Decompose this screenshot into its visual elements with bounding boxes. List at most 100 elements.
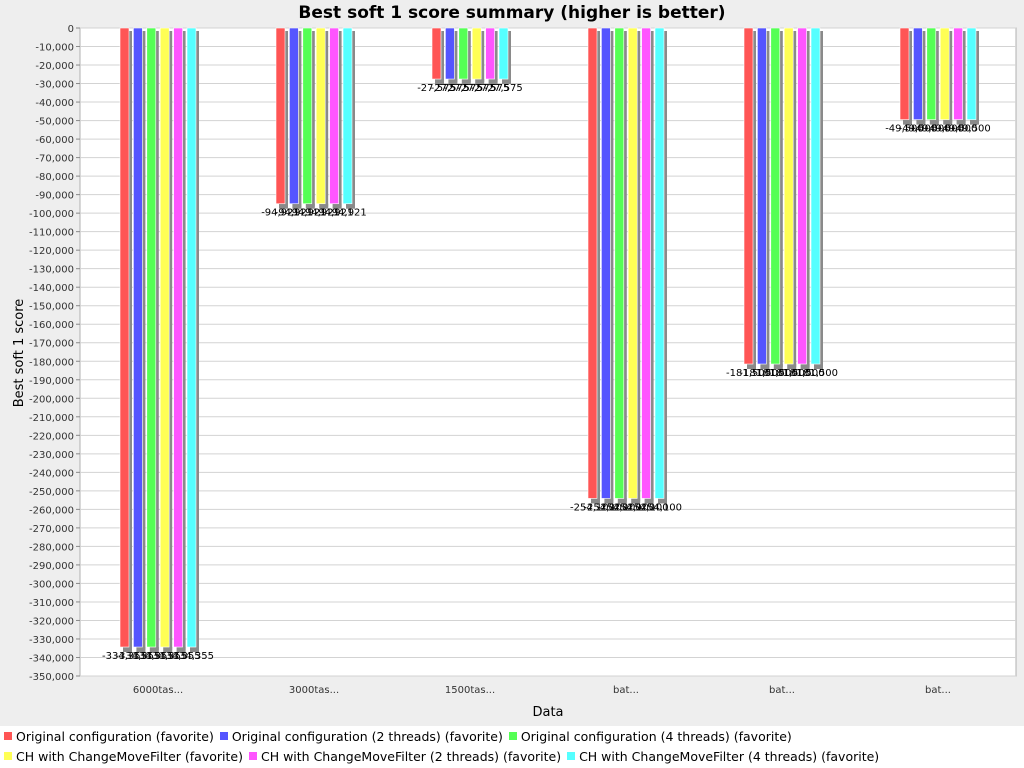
bar-shadow [435,79,444,85]
data-label: -254,100 [637,502,682,513]
y-tick-label: -240,000 [29,468,74,479]
bar-shadow [604,498,614,504]
legend-label: Original configuration (favorite) [16,728,214,744]
legend-row: CH with ChangeMoveFilter (favorite) CH wi… [0,746,1024,766]
bar-shadow [454,31,458,83]
bar-shadow [298,31,302,207]
data-label: -254,100 [610,502,655,513]
bar [186,27,197,648]
bar-shadow [976,31,979,123]
bar [289,27,299,205]
y-tick-label: -180,000 [29,357,74,368]
x-tick-label: 1500tas... [445,685,495,696]
bar [329,27,339,205]
y-tick-label: -290,000 [29,561,74,572]
y-tick-label: -110,000 [29,228,74,239]
data-label: -94,921 [315,208,354,219]
data-label: -181,500 [793,368,838,379]
y-tick-label: -270,000 [29,524,74,535]
data-label: -334,355 [142,651,187,662]
data-label: -181,500 [726,368,771,379]
bar-shadow [664,31,667,502]
y-tick-label: -170,000 [29,339,74,350]
data-label: -94,921 [328,208,367,219]
y-tick-label: -250,000 [29,487,74,498]
bar-shadow [136,647,146,653]
y-tick-label: -200,000 [29,394,74,405]
data-label: -49,500 [952,124,991,135]
y-tick-label: -320,000 [29,616,74,627]
bar-shadow [747,364,756,370]
legend-label: CH with ChangeMoveFilter (2 threads) (fa… [260,748,562,764]
bar [783,27,794,365]
bar-shadow [305,203,315,209]
bar [119,27,130,648]
data-label: -49,500 [925,124,964,135]
y-tick-label: -300,000 [29,579,74,590]
legend-item: Original configuration (2 threads) (favo… [219,729,503,744]
bar-shadow [962,31,966,123]
y-tick-label: -70,000 [35,154,74,165]
x-axis-label: Data [532,705,563,720]
y-tick-label: -90,000 [35,191,74,202]
bar [939,27,950,120]
legend-item: CH with ChangeMoveFilter (4 threads) (fa… [567,749,879,764]
x-tick-label: 6000tas... [133,685,183,696]
bar-shadow [292,203,302,209]
bar-shadow [319,203,329,209]
bar [445,27,455,80]
bar-shadow [448,79,458,85]
data-label: -334,355 [156,651,201,662]
bar-shadow [760,364,770,370]
bar-shadow [279,203,288,209]
bar-shadow [650,31,654,502]
bar-shadow [922,31,926,123]
data-label: -334,355 [115,651,160,662]
y-tick-label: 0 [68,24,74,35]
bar [485,27,495,80]
bar-shadow [142,31,146,651]
bar [342,27,353,205]
bar [146,27,157,648]
x-tick-label: bat... [925,685,951,696]
data-label: -181,500 [780,368,825,379]
bar-shadow [787,364,797,370]
x-axis: 6000tas... 3000tas... 1500tas... bat... bat.… [133,685,951,696]
data-label: -49,500 [899,124,938,135]
bar [471,27,482,80]
y-tick-label: -230,000 [29,450,74,461]
bar [302,27,313,205]
legend-item: Original configuration (favorite) [4,729,214,744]
legend-swatch [4,732,12,740]
data-label: -94,921 [301,208,340,219]
legend-swatch [567,752,576,760]
bar-shadow [461,79,471,85]
bar-shadow [766,31,770,368]
y-tick-label: -330,000 [29,635,74,646]
bar [953,27,963,120]
chart-title: Best soft 1 score summary (higher is bet… [298,3,725,23]
bar [757,27,767,365]
bars [119,27,979,653]
data-label: -181,500 [739,368,784,379]
y-tick-label: -160,000 [29,320,74,331]
bar-shadow [285,31,288,207]
bar [743,27,754,365]
bar-shadow [929,119,939,125]
y-tick-label: -30,000 [35,80,74,91]
y-tick-label: -80,000 [35,172,74,183]
y-tick-label: -340,000 [29,653,74,664]
bar [587,27,598,499]
bar-shadow [909,31,912,123]
bar-shadow [658,498,667,504]
bar-shadow [325,31,329,207]
y-tick-label: -140,000 [29,283,74,294]
bar-shadow [467,31,471,83]
data-label: -94,921 [275,208,314,219]
y-tick-label: -50,000 [35,117,74,128]
bar-shadow [338,31,342,207]
bar-shadow [793,31,797,368]
data-label: -49,500 [939,124,978,135]
bar-shadow [488,79,498,85]
